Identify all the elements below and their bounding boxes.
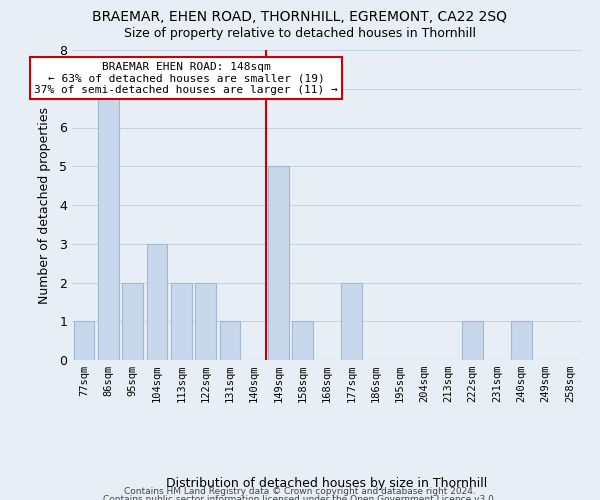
Bar	[463, 322, 483, 360]
Y-axis label: Number of detached properties: Number of detached properties	[38, 106, 51, 304]
Bar	[341, 282, 362, 360]
Bar	[74, 322, 94, 360]
Text: BRAEMAR EHEN ROAD: 148sqm
← 63% of detached houses are smaller (19)
37% of semi-: BRAEMAR EHEN ROAD: 148sqm ← 63% of detac…	[34, 62, 338, 95]
Text: Size of property relative to detached houses in Thornhill: Size of property relative to detached ho…	[124, 28, 476, 40]
Text: Contains HM Land Registry data © Crown copyright and database right 2024.: Contains HM Land Registry data © Crown c…	[124, 488, 476, 496]
Bar	[195, 282, 216, 360]
Text: BRAEMAR, EHEN ROAD, THORNHILL, EGREMONT, CA22 2SQ: BRAEMAR, EHEN ROAD, THORNHILL, EGREMONT,…	[92, 10, 508, 24]
Text: Contains public sector information licensed under the Open Government Licence v3: Contains public sector information licen…	[103, 495, 497, 500]
Bar	[98, 89, 119, 360]
Bar	[511, 322, 532, 360]
Bar	[146, 244, 167, 360]
Text: Distribution of detached houses by size in Thornhill: Distribution of detached houses by size …	[166, 478, 488, 490]
Bar	[268, 166, 289, 360]
Bar	[292, 322, 313, 360]
Bar	[171, 282, 191, 360]
Bar	[122, 282, 143, 360]
Bar	[220, 322, 240, 360]
